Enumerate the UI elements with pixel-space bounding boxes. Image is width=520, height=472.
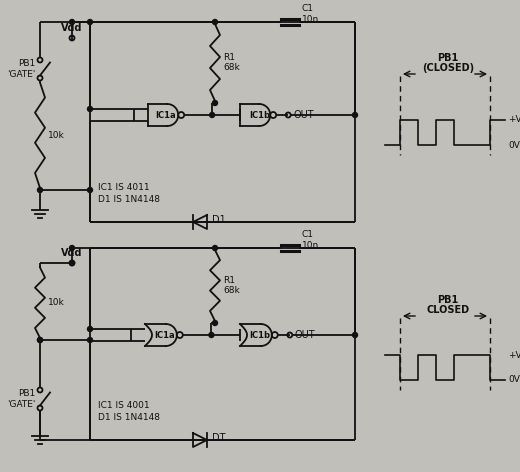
Text: Vdd: Vdd <box>61 248 83 258</box>
Circle shape <box>70 261 74 265</box>
Text: OUT: OUT <box>295 330 316 340</box>
Text: C1
10n: C1 10n <box>302 230 319 250</box>
Text: 10k: 10k <box>48 298 65 307</box>
Text: 0V: 0V <box>508 376 520 385</box>
Text: IC1a: IC1a <box>154 330 175 339</box>
Circle shape <box>213 101 217 106</box>
Circle shape <box>87 187 93 193</box>
Circle shape <box>209 332 214 337</box>
Circle shape <box>353 332 358 337</box>
Text: C1
10n: C1 10n <box>302 4 319 24</box>
Text: R1
68k: R1 68k <box>223 53 240 72</box>
Text: (CLOSED): (CLOSED) <box>422 63 474 73</box>
Text: PB1: PB1 <box>437 295 459 305</box>
Text: +Va: +Va <box>508 351 520 360</box>
Text: PB1
'GATE': PB1 'GATE' <box>7 389 35 409</box>
Circle shape <box>87 19 93 25</box>
Text: IC1b: IC1b <box>250 110 270 119</box>
Text: D1 IS 1N4148: D1 IS 1N4148 <box>98 413 160 422</box>
Text: 10k: 10k <box>48 131 65 140</box>
Circle shape <box>70 245 74 251</box>
Text: IC1 IS 4011: IC1 IS 4011 <box>98 183 150 192</box>
Text: R1
68k: R1 68k <box>223 276 240 295</box>
Circle shape <box>213 320 217 326</box>
Circle shape <box>37 337 43 343</box>
Circle shape <box>210 112 215 118</box>
Circle shape <box>353 112 358 118</box>
Circle shape <box>37 187 43 193</box>
Text: Vdd: Vdd <box>61 23 83 33</box>
Text: DT: DT <box>212 433 226 443</box>
Text: IC1b: IC1b <box>250 330 270 339</box>
Text: D1 IS 1N4148: D1 IS 1N4148 <box>98 195 160 204</box>
Text: IC1 IS 4001: IC1 IS 4001 <box>98 401 150 410</box>
Circle shape <box>87 327 93 331</box>
Text: CLOSED: CLOSED <box>426 305 470 315</box>
Text: D1: D1 <box>212 215 226 225</box>
Text: IC1a: IC1a <box>155 110 176 119</box>
Circle shape <box>213 19 217 25</box>
Text: OUT: OUT <box>293 110 314 120</box>
Text: PB1: PB1 <box>437 53 459 63</box>
Circle shape <box>87 107 93 111</box>
Text: +Va: +Va <box>508 116 520 125</box>
Circle shape <box>70 19 74 25</box>
Text: 0V: 0V <box>508 141 520 150</box>
Circle shape <box>87 337 93 343</box>
Text: PB1
'GATE': PB1 'GATE' <box>7 59 35 79</box>
Circle shape <box>37 337 43 343</box>
Circle shape <box>213 245 217 251</box>
